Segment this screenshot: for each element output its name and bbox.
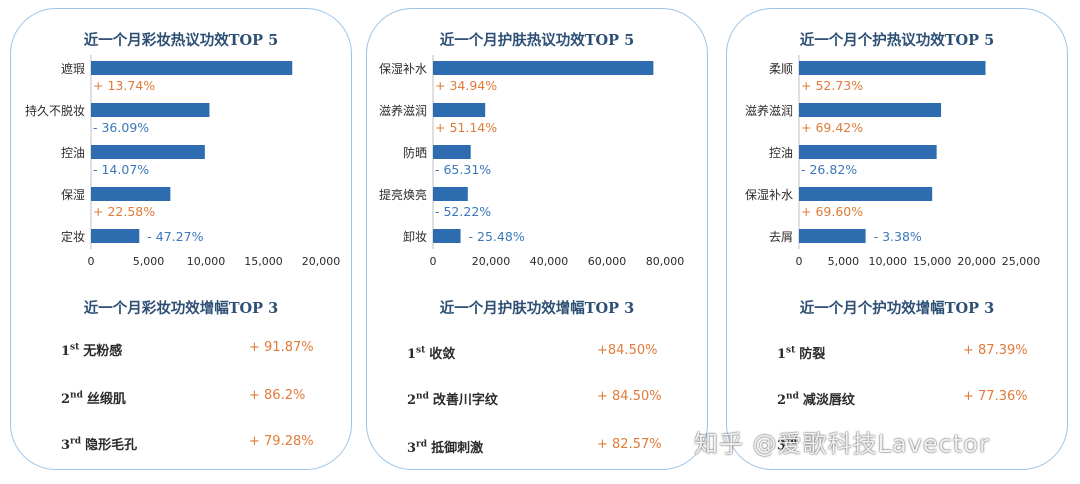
change-label: - 52.22% — [435, 204, 491, 219]
change-label: - 14.07% — [93, 162, 149, 177]
growth-title: 近一个月护肤功效增幅TOP 3 — [439, 300, 635, 317]
change-label: - 36.09% — [93, 120, 149, 135]
x-tick-label: 20,000 — [957, 255, 996, 268]
category-label: 控油 — [769, 146, 793, 160]
x-tick-label: 10,000 — [869, 255, 908, 268]
makeup-bar-chart: 遮瑕 + 13.74% 持久不脱妆 - 36.09% 控油 - 14.07% 保湿 + 22.… — [25, 55, 341, 268]
growth-title: 近一个月个护功效增幅TOP 3 — [799, 300, 995, 317]
bar — [799, 103, 942, 117]
x-tick-label: 15,000 — [244, 255, 283, 268]
growth-value: + 87.39% — [963, 343, 1028, 358]
growth-value: + 79.28% — [249, 434, 314, 449]
bar — [799, 145, 937, 159]
bar — [799, 61, 986, 75]
x-tick-label: 0 — [88, 255, 95, 268]
change-label: - 47.27% — [147, 229, 203, 244]
change-label: - 26.82% — [801, 162, 857, 177]
change-label: + 51.14% — [435, 120, 497, 135]
change-label: + 69.42% — [801, 120, 863, 135]
panel-skincare: 近一个月护肤热议功效TOP 5 保湿补水 + 34.94% 滋养滋润 + 51.14%… — [366, 8, 708, 470]
growth-value: + 86.2% — [249, 388, 306, 403]
rank-row-1: 1st 无粉感 + 91.87% — [61, 340, 314, 359]
bar — [91, 187, 171, 201]
bar — [433, 145, 471, 159]
category-label: 滋养滋润 — [379, 103, 427, 118]
panel-personal-care: 近一个月个护热议功效TOP 5 柔顺 + 52.73% 滋养滋润 + 69.42% 控油… — [726, 8, 1068, 470]
change-label: + 69.60% — [801, 204, 863, 219]
bar — [799, 187, 933, 201]
bar — [91, 103, 210, 117]
x-tick-label: 5,000 — [133, 255, 165, 268]
change-label: + 52.73% — [801, 78, 863, 93]
change-label: + 34.94% — [435, 78, 497, 93]
bar — [433, 229, 461, 243]
x-tick-label: 20,000 — [472, 255, 511, 268]
change-label: + 22.58% — [93, 204, 155, 219]
rank-row-3: 3rd 隐形毛孔 + 79.28% — [61, 434, 314, 453]
growth-value: + 77.36% — [963, 389, 1028, 404]
category-label: 保湿补水 — [379, 61, 427, 76]
growth-value: + 84.50% — [597, 389, 662, 404]
rank-row-3: 3rd 抵御刺激 + 82.57% — [407, 437, 662, 456]
change-label: + 13.74% — [93, 78, 155, 93]
x-tick-label: 10,000 — [187, 255, 226, 268]
category-label: 柔顺 — [769, 62, 793, 76]
x-tick-label: 25,000 — [1002, 255, 1041, 268]
watermark: 知乎 @爱歌科技Lavector — [694, 430, 990, 458]
bar — [433, 61, 654, 75]
personal-care-bar-chart: 柔顺 + 52.73% 滋养滋润 + 69.42% 控油 - 26.82% 保湿补水 + 69… — [745, 55, 1041, 268]
category-label: 卸妆 — [403, 229, 427, 244]
category-label: 定妆 — [61, 229, 85, 244]
category-label: 遮瑕 — [61, 61, 85, 76]
category-label: 持久不脱妆 — [25, 103, 85, 118]
rank-row-2: 2nd 丝缎肌 + 86.2% — [61, 388, 306, 407]
x-tick-label: 20,000 — [302, 255, 341, 268]
growth-value: +84.50% — [597, 343, 658, 358]
x-tick-label: 15,000 — [913, 255, 952, 268]
panel-title: 近一个月彩妆热议功效TOP 5 — [83, 32, 279, 49]
category-label: 保湿补水 — [745, 187, 793, 202]
x-tick-label: 0 — [796, 255, 803, 268]
change-label: - 25.48% — [469, 229, 525, 244]
x-tick-label: 40,000 — [530, 255, 569, 268]
bar — [799, 229, 866, 243]
bar — [91, 229, 140, 243]
rank-row-1: 1st 防裂 + 87.39% — [777, 343, 1028, 362]
category-label: 提亮焕亮 — [379, 187, 427, 202]
x-tick-label: 0 — [430, 255, 437, 268]
rank-row-1: 1st 收敛 +84.50% — [407, 343, 658, 362]
bar — [433, 103, 486, 117]
growth-title: 近一个月彩妆功效增幅TOP 3 — [83, 300, 279, 317]
rank-row-3: 3rd — [777, 437, 798, 454]
category-label: 保湿 — [61, 187, 85, 202]
x-tick-label: 80,000 — [646, 255, 685, 268]
growth-value: + 82.57% — [597, 437, 662, 452]
category-label: 去屑 — [769, 230, 793, 244]
skincare-bar-chart: 保湿补水 + 34.94% 滋养滋润 + 51.14% 防晒 - 65.31% 提亮焕亮 - … — [379, 55, 685, 268]
category-label: 防晒 — [403, 145, 427, 160]
panel-makeup: 近一个月彩妆热议功效TOP 5 遮瑕 + 13.74% 持久不脱妆 - 36.09% 控… — [10, 8, 352, 470]
category-label: 控油 — [61, 146, 85, 160]
bar — [91, 61, 293, 75]
panel-title: 近一个月个护热议功效TOP 5 — [799, 32, 995, 49]
rank-row-2: 2nd 改善川字纹 + 84.50% — [407, 389, 662, 408]
bar — [433, 187, 468, 201]
growth-value: + 91.87% — [249, 340, 314, 355]
change-label: - 3.38% — [874, 229, 922, 244]
rank-row-2: 2nd 减淡唇纹 + 77.36% — [777, 389, 1028, 408]
panel-title: 近一个月护肤热议功效TOP 5 — [439, 32, 635, 49]
bar — [91, 145, 205, 159]
x-tick-label: 5,000 — [828, 255, 860, 268]
change-label: - 65.31% — [435, 162, 491, 177]
x-tick-label: 60,000 — [588, 255, 627, 268]
category-label: 滋养滋润 — [745, 103, 793, 118]
